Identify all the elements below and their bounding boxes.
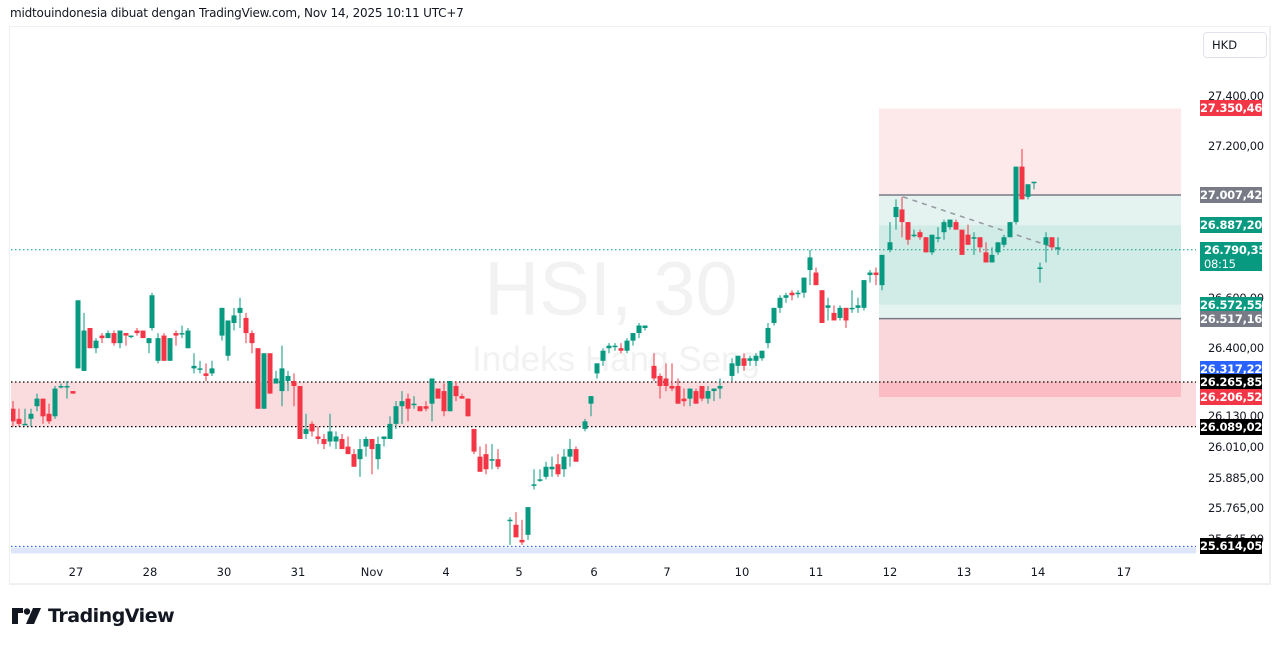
time-tick: 13 (956, 565, 972, 579)
price-label: 26.089,02 (1200, 418, 1263, 435)
price-label: 26.572,55 (1200, 296, 1263, 313)
chart-frame (9, 26, 1271, 585)
tradingview-logo[interactable]: TradingView (12, 604, 175, 628)
price-axis[interactable]: 27.400,0027.200,0026.600,0026.400,0026.1… (1196, 28, 1270, 558)
price-label: 26.517,16 (1200, 310, 1263, 327)
price-label-value: 26.790,35 (1204, 242, 1267, 257)
price-label: 26.206,52 (1200, 388, 1263, 405)
price-label: 25.614,05 (1200, 538, 1263, 555)
bar-countdown: 08:15 (1204, 256, 1236, 271)
price-tick: 25.885,00 (1208, 471, 1264, 486)
candlestick-chart (11, 108, 1196, 554)
time-tick: 6 (590, 565, 598, 579)
price-label: 27.007,42 (1200, 187, 1262, 203)
time-tick: 4 (442, 565, 450, 579)
time-tick: Nov (360, 565, 384, 579)
logo-text: TradingView (48, 605, 175, 627)
price-label-value: 26.517,16 (1200, 311, 1263, 326)
price-label-value: 26.887,20 (1200, 218, 1263, 233)
stop-overlap (879, 382, 1181, 397)
time-axis[interactable]: 27 28 30 31 Nov 4 5 6 7 10 11 12 13 14 17 (11, 558, 1196, 584)
price-label: 26.887,20 (1200, 217, 1263, 234)
time-tick: 7 (663, 565, 671, 579)
price-label-value: 26.317,22 (1200, 362, 1263, 377)
time-tick: 10 (734, 565, 750, 579)
price-label-value: 26.206,52 (1200, 389, 1263, 404)
time-tick: 31 (290, 565, 306, 579)
price-label-value: 26.089,02 (1200, 419, 1263, 434)
price-label-value: 26.572,55 (1200, 297, 1263, 312)
chart-caption: midtouindonesia dibuat dengan TradingVie… (10, 6, 464, 20)
time-tick: 12 (882, 565, 898, 579)
price-label: 27.350,46 (1200, 100, 1263, 117)
time-tick: 17 (1116, 565, 1132, 579)
time-tick: 28 (142, 565, 158, 579)
time-tick: 14 (1030, 565, 1046, 579)
price-tick: 26.400,00 (1208, 341, 1264, 356)
currency-button[interactable]: HKD (1203, 32, 1267, 58)
trend-line (902, 196, 1062, 251)
price-tick: 27.200,00 (1208, 139, 1264, 154)
price-tick: 26.010,00 (1208, 439, 1264, 454)
chart-plot-area[interactable]: HSI, 30 Indeks Hang Seng (11, 28, 1196, 558)
time-tick: 11 (808, 565, 824, 579)
price-tick: 27.400,00 (1208, 89, 1264, 103)
price-label-value: 26.265,85 (1200, 375, 1263, 390)
price-label-value: 25.614,05 (1200, 539, 1263, 554)
price-label: 26.265,85 (1200, 374, 1263, 391)
tradingview-logo-icon (12, 608, 41, 624)
time-tick: 30 (216, 565, 232, 579)
target-zone (879, 108, 1181, 196)
price-label: 26.317,22 (1200, 361, 1263, 378)
price-tick: 25.765,00 (1208, 501, 1264, 516)
price-label-value: 27.350,46 (1200, 101, 1263, 116)
range-zone-inner (879, 225, 1181, 305)
time-tick: 27 (68, 565, 84, 579)
price-label: 26.790,35 08:15 (1200, 241, 1267, 271)
price-label-value: 27.007,42 (1200, 188, 1263, 202)
time-tick: 5 (515, 565, 523, 579)
